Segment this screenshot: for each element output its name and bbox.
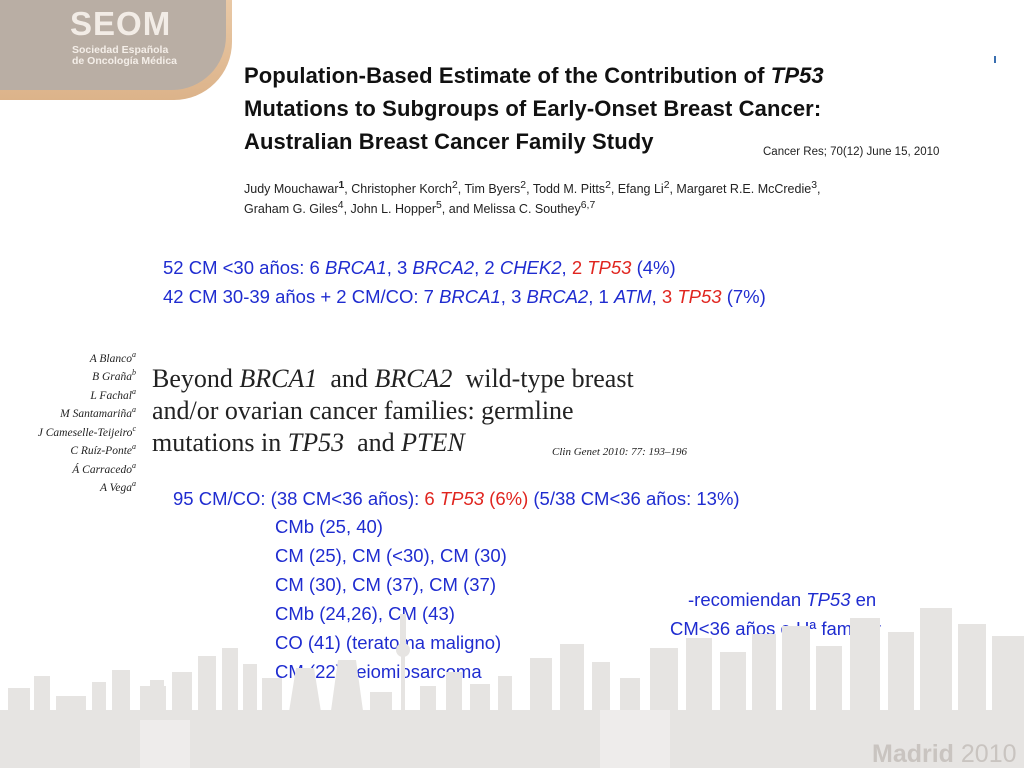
tp53-gene: TP53 [439,488,485,509]
tp53-gene: TP53 [677,286,722,307]
recommendation-text: -recomiendan [688,589,807,610]
author-affiliation: a [132,386,136,396]
summary-line-2: 42 CM 30-39 años + 2 CM/CO: 7 BRCA1, 3 B… [163,286,766,308]
paper1-title-text: Population-Based Estimate of the Contrib… [244,63,771,88]
tp53-count: 6 [424,488,440,509]
summary-text: 52 CM <30 años: 6 [163,257,325,278]
gene-name: BRCA1 [439,286,501,307]
paper1-title-line-3: Australian Breast Cancer Family Study [244,129,654,154]
gene-name: BRCA2 [412,257,475,278]
summary-text: , 3 [386,257,413,278]
tp53-count: 3 [661,286,678,307]
tp53-count: 2 [571,257,588,278]
case-line: CM (22), leiomiosarcoma [275,661,482,682]
title-text: mutations in [152,428,288,457]
paper1-title-line-2: Mutations to Subgroups of Early-Onset Br… [244,96,822,121]
gene-name: BRCA2 [526,286,589,307]
paper2-author: C Ruíz-Pontea [0,440,136,458]
author-name: Á Carracedo [72,463,132,476]
summary-text: , 1 [588,286,614,307]
paper2-author: A Blancoa [0,348,136,366]
summary-line-1: 52 CM <30 años: 6 BRCA1, 3 BRCA2, 2 CHEK… [163,257,676,279]
paper2-author-list: A Blancoa B Grañab L Fachala M Santamariñaa… [0,348,136,495]
author-name: C Ruíz-Ponte [70,444,132,457]
madrid-skyline-graphic [0,608,1024,768]
summary-text: 42 CM 30-39 años + 2 CM/CO: 7 [163,286,440,307]
case-line: CM (25), CM (<30), CM (30) [275,545,507,566]
author-affiliation: b [132,368,136,378]
author-affiliation: a [132,442,136,452]
author-name: L Fachal [90,389,132,402]
gene-name: BRCA1 [239,364,318,393]
paper2-author: M Santamariñaa [0,403,136,421]
gene-name: ATM [613,286,652,307]
summary-text: , [651,286,662,307]
author-affiliation: a [132,478,136,488]
author-name: M Santamariña [60,408,132,421]
cases-text: (5/38 CM<36 años: 13%) [528,488,740,509]
title-text: wild-type breast [452,364,634,393]
gene-name: BRCA1 [324,257,387,278]
title-text: and [344,428,402,457]
author-name: A Vega [99,481,132,494]
logo-line-1: Sociedad Española [72,44,169,56]
recommendation-text: en [850,589,877,610]
footer-city: Madrid [872,740,954,768]
gene-name: TP53 [287,428,345,457]
title-text: Beyond [152,364,240,393]
paper1-citation: Cancer Res; 70(12) June 15, 2010 [763,146,940,158]
madrid-2010-footer: Madrid 2010 [872,740,1017,769]
paper2-title-line-2: and/or ovarian cancer families: germline [152,396,574,425]
paper2-title-line-3: mutations in TP53 and PTEN [152,428,465,458]
recommendation-line-1: -recomiendan TP53 en [688,589,876,611]
paper1-authors-line-2: Graham G. Giles4, John L. Hopper5, and M… [244,200,596,217]
tp53-gene: TP53 [587,257,632,278]
paper1-title-line-1: Population-Based Estimate of the Contrib… [244,63,824,89]
case-line: CO (41) (teratoma maligno) [275,632,502,653]
summary-text: , 2 [474,257,500,278]
case-line: CMb (25, 40) [275,516,383,537]
author-affiliation: a [132,460,136,470]
paper1-authors-line-1: Judy Mouchawar1, Christopher Korch2, Tim… [244,180,821,197]
gene-name: PTEN [401,428,465,457]
summary-text: , [561,257,572,278]
summary-text: , 3 [500,286,527,307]
author-name: A Blanco [89,352,132,365]
summary-percent: (4%) [631,257,676,278]
paper2-author: B Grañab [0,366,136,384]
tp53-percent: (6%) [484,488,529,509]
paper2-author: J Cameselle-Teijeiroc [0,422,136,440]
logo-acronym: SEOM [70,5,172,42]
paper2-title-line-1: Beyond BRCA1 and BRCA2 wild-type breast [152,364,634,394]
paper1-title-gene: TP53 [770,63,824,88]
cases-text: 95 CM/CO: (38 CM<36 años): [173,488,425,509]
author-affiliation: c [132,423,136,433]
seom-logo: SEOM Sociedad Española de Oncología Médi… [0,0,232,100]
recommendation-line-2: CM<36 años e Hª familiar [670,618,881,639]
author-name: J Cameselle-Teijeiro [37,426,133,439]
author-name: B Graña [92,371,132,384]
logo-line-2: de Oncología Médica [72,55,178,67]
title-text: and [317,364,375,393]
paper2-author: L Fachala [0,385,136,403]
gene-name: CHEK2 [499,257,562,278]
gene-name: TP53 [806,589,851,610]
case-line: CMb (24,26), CM (43) [275,603,455,624]
author-affiliation: a [132,405,136,415]
case-line: CM (30), CM (37), CM (37) [275,574,496,595]
paper2-citation: Clin Genet 2010: 77: 193–196 [552,446,688,458]
paper2-author: A Vegaa [0,477,136,495]
author-affiliation: a [132,350,136,359]
corner-mark [994,56,996,63]
gene-name: BRCA2 [374,364,453,393]
cases-header: 95 CM/CO: (38 CM<36 años): 6 TP53 (6%) (… [173,488,740,510]
paper2-author: Á Carracedoa [0,459,136,477]
summary-percent: (7%) [721,286,766,307]
footer-year: 2010 [960,740,1017,768]
